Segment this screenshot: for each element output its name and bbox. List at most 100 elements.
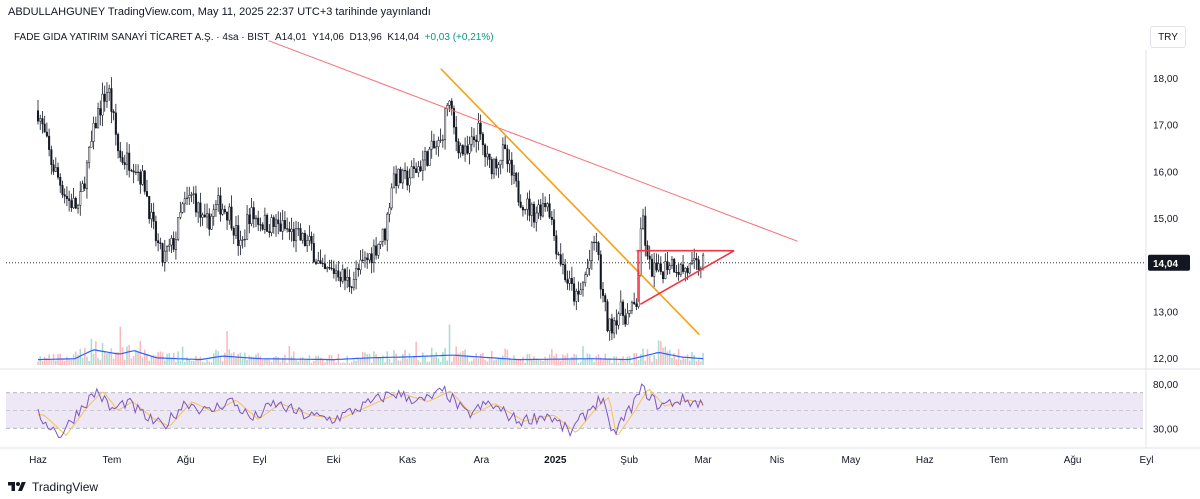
volume-bar — [39, 356, 42, 365]
volume-bar — [181, 346, 184, 365]
volume-bar — [606, 359, 609, 365]
candle-body — [41, 118, 44, 125]
volume-bar — [313, 361, 315, 365]
volume-bar — [239, 352, 242, 365]
volume-bar — [419, 362, 422, 365]
price-tick-label: 18,00 — [1153, 74, 1178, 85]
candle-body — [141, 170, 144, 185]
volume-bar — [680, 359, 682, 365]
candle-body — [626, 313, 629, 325]
volume-bar — [228, 349, 231, 365]
candle-body — [110, 88, 113, 112]
volume-bar — [624, 360, 627, 365]
volume-bar — [437, 358, 440, 365]
candle-body — [570, 278, 573, 284]
volume-bar — [422, 352, 424, 365]
candle-body — [134, 171, 137, 173]
volume-bar — [375, 354, 377, 365]
candle-body — [355, 268, 358, 280]
candle-body — [74, 197, 77, 209]
volume-bar — [321, 358, 324, 365]
volume-bar — [126, 346, 128, 365]
volume-bar — [646, 349, 649, 365]
volume-bar — [668, 349, 671, 365]
volume-bar — [192, 360, 195, 365]
volume-bar — [88, 360, 90, 365]
candle-body — [399, 168, 402, 184]
volume-bar — [110, 348, 113, 365]
candle-body — [54, 167, 57, 172]
volume-bar — [50, 360, 53, 365]
interval-label[interactable]: 4sa — [222, 32, 239, 43]
symbol-name[interactable]: FADE GIDA YATIRIM SANAYİ TİCARET A.Ş. — [14, 32, 214, 43]
candle-body — [183, 198, 186, 205]
volume-bar — [364, 352, 366, 365]
volume-bar — [264, 359, 266, 365]
volume-bar — [217, 351, 219, 365]
rsi-tick-label: 80,00 — [1153, 380, 1178, 391]
candle-body — [292, 228, 295, 242]
candle-body — [337, 270, 340, 278]
volume-bar — [662, 347, 664, 365]
volume-bar — [495, 359, 498, 365]
candle-body — [319, 260, 322, 264]
candle-body — [693, 258, 696, 262]
volume-bar — [453, 356, 455, 365]
volume-bar — [232, 352, 235, 365]
time-tick-label: Mar — [694, 455, 712, 466]
candle-body — [248, 214, 251, 225]
volume-bar — [537, 359, 540, 365]
volume-bar — [588, 354, 591, 365]
time-tick-label: Tem — [102, 455, 121, 466]
volume-bar — [688, 360, 691, 365]
brand-label: TradingView — [32, 480, 99, 494]
volume-bar — [68, 358, 70, 365]
volume-bar — [415, 341, 417, 365]
volume-bar — [631, 362, 633, 365]
time-tick-label: Nis — [770, 455, 784, 466]
candle-body — [668, 265, 671, 270]
volume-bar — [273, 357, 275, 365]
volume-bar — [201, 361, 204, 365]
currency-button[interactable]: TRY — [1150, 26, 1186, 48]
candle-body — [145, 191, 149, 197]
candle-body — [263, 214, 266, 230]
volume-bar — [224, 352, 226, 365]
candle-body — [470, 136, 473, 145]
candle-body — [408, 177, 411, 186]
candle-body — [377, 244, 380, 256]
volume-bar — [275, 356, 277, 365]
volume-bar — [299, 357, 302, 365]
volume-bar — [444, 347, 446, 365]
candle-body — [682, 264, 685, 272]
candle-body — [546, 203, 549, 208]
candle-body — [455, 126, 458, 142]
candle-body — [439, 139, 442, 141]
candle-body — [666, 261, 669, 270]
volume-bar — [66, 356, 68, 365]
candle-body — [210, 216, 213, 230]
candle-body — [339, 276, 342, 282]
volume-bar — [544, 356, 546, 365]
candle-body — [343, 269, 346, 281]
candle-body — [564, 264, 567, 281]
last-price-label: 14,04 — [1153, 259, 1178, 270]
candle-body — [330, 267, 333, 269]
candle-body — [593, 241, 596, 243]
volume-bar — [37, 361, 39, 365]
candle-body — [486, 153, 489, 158]
candle-body — [690, 260, 694, 264]
candle-body — [192, 193, 195, 195]
volume-bar — [408, 353, 411, 365]
candle-body — [112, 111, 115, 114]
volume-bar — [617, 362, 620, 365]
exchange-label: BIST — [247, 32, 270, 43]
tradingview-logo-icon — [8, 482, 26, 491]
candle-body — [315, 261, 318, 264]
high-value: Y14,06 — [312, 32, 344, 43]
candle-body — [642, 215, 645, 230]
candle-body — [312, 243, 315, 263]
volume-bar — [106, 353, 108, 365]
volume-bar — [579, 361, 582, 365]
